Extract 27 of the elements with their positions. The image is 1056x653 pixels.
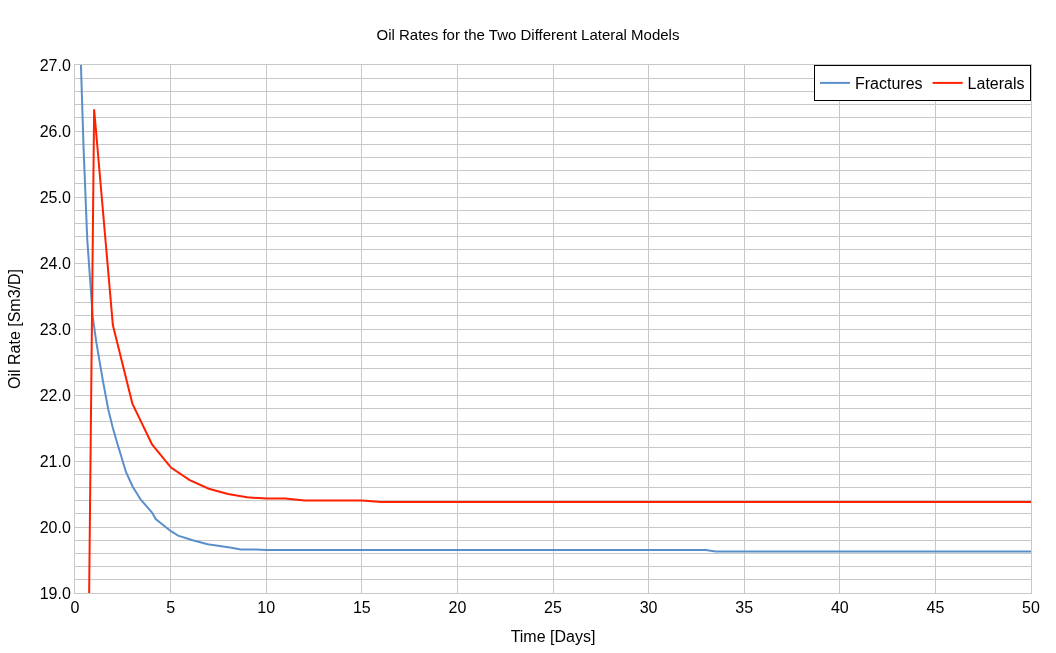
legend-label: Fractures — [855, 75, 923, 93]
y-tick-label: 24.0 — [39, 254, 71, 272]
x-tick-label: 40 — [830, 599, 849, 617]
x-tick-label: 30 — [639, 599, 658, 617]
x-axis-title: Time [Days] — [510, 627, 596, 645]
line-series — [79, 65, 1031, 553]
x-tick-label: 50 — [1022, 599, 1040, 617]
legend-label: Laterals — [967, 75, 1025, 93]
x-tick-label: 15 — [352, 599, 371, 617]
y-tick-label: 25.0 — [39, 188, 71, 206]
x-tick-label: 25 — [544, 599, 562, 617]
x-tick-label: 5 — [166, 599, 176, 617]
y-tick-label: 26.0 — [39, 122, 71, 140]
x-tick-label: 45 — [926, 599, 945, 617]
x-tick-label: 0 — [70, 599, 80, 617]
y-tick-label: 22.0 — [39, 386, 71, 404]
x-tick-label: 20 — [448, 599, 467, 617]
y-axis-title: Oil Rate [Sm3/D] — [5, 268, 23, 390]
chart-title: Oil Rates for the Two Different Lateral Models — [376, 25, 680, 43]
line-series — [88, 108, 1031, 593]
x-tick-label: 35 — [735, 599, 754, 617]
y-tick-label: 19.0 — [39, 584, 71, 602]
y-tick-label: 21.0 — [39, 452, 71, 470]
y-tick-label: 23.0 — [39, 320, 71, 338]
y-tick-label: 20.0 — [39, 518, 71, 536]
x-tick-label: 10 — [257, 599, 276, 617]
y-tick-label: 27.0 — [39, 56, 71, 74]
